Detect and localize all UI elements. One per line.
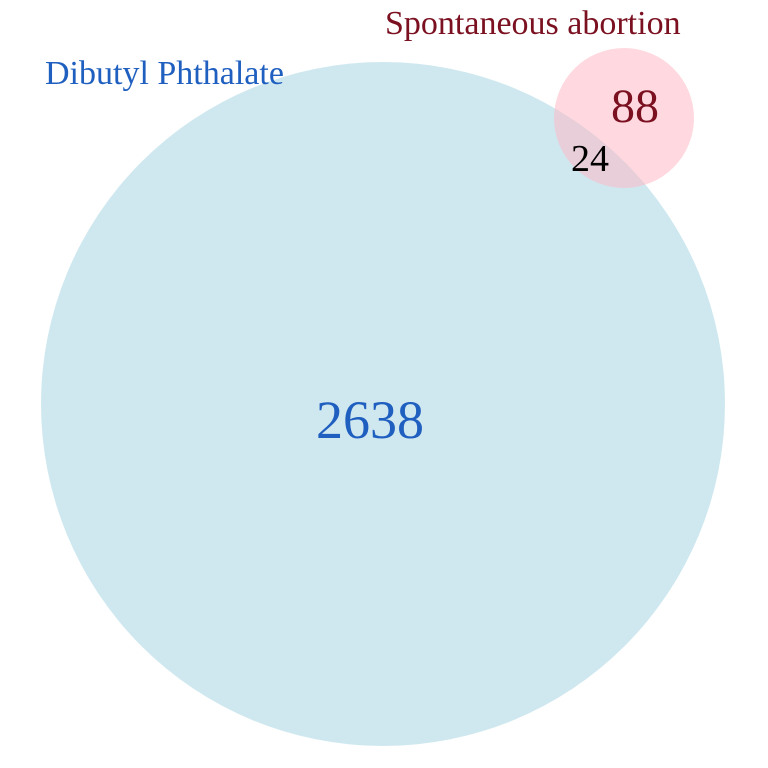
set-label-spontaneous-abortion: Spontaneous abortion: [385, 5, 681, 42]
set-spontaneous-abortion-circle: [554, 48, 694, 188]
region-count-spontaneous-abortion-only: 88: [611, 80, 659, 133]
set-dibutyl-phthalate-circle: [41, 62, 725, 746]
set-label-dibutyl-phthalate: Dibutyl Phthalate: [45, 55, 284, 92]
region-count-intersection: 24: [571, 138, 609, 180]
region-count-dibutyl-only: 2638: [316, 390, 424, 450]
